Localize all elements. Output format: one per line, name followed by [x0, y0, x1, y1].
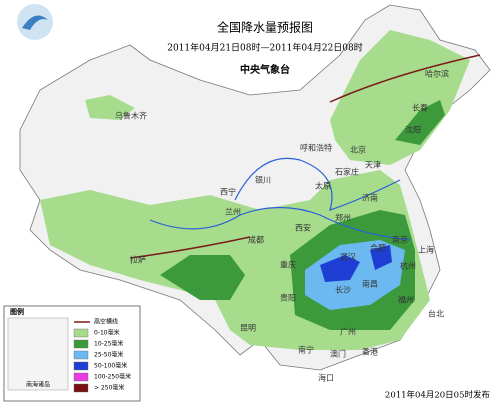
city: 乌鲁木齐 [115, 111, 147, 121]
rain-50-100 [320, 255, 360, 282]
legend: 南海诸岛 图例 高空槽线 0-10毫米 10-25毫米 25-50毫米 50-100毫… [3, 305, 141, 402]
inset-box [7, 317, 69, 391]
city: 昆明 [240, 324, 256, 333]
city: 银川 [255, 175, 271, 185]
city: 太原 [315, 181, 331, 191]
legend-label: 50-100毫米 [94, 362, 127, 370]
title: 全国降水量预报图 [217, 20, 313, 35]
city: 长春 [412, 103, 428, 113]
rain-0-10 [85, 95, 135, 120]
period: 2011年04月21日08时—2011年04月22日08时 [167, 42, 363, 54]
legend-trough: 高空槽线 [94, 318, 118, 326]
legend-title: 图例 [10, 307, 24, 316]
rain-10-25 [395, 100, 445, 145]
legend-label: 10-25毫米 [94, 340, 123, 348]
legend-swatch [73, 361, 89, 371]
city: 澳门 [330, 349, 346, 359]
river [149, 206, 411, 241]
city: 南京 [392, 235, 408, 245]
city: 沈阳 [405, 125, 421, 135]
city: 哈尔滨 [425, 69, 449, 79]
city: 合肥 [370, 243, 386, 253]
city: 南昌 [362, 279, 378, 289]
city: 香港 [362, 347, 378, 357]
legend-swatch [73, 372, 89, 382]
city: 贵阳 [280, 293, 296, 303]
trough-line [129, 236, 251, 259]
city: 海口 [318, 373, 334, 383]
rain-10-25 [160, 255, 245, 300]
legend-swatch [73, 350, 89, 360]
city: 重庆 [280, 260, 296, 270]
issuer: 中央气象台 [240, 63, 290, 76]
city: 兰州 [225, 207, 241, 217]
city: 济南 [362, 193, 378, 203]
city: 福州 [398, 296, 414, 305]
city: 广州 [340, 327, 356, 337]
city: 西安 [295, 223, 311, 233]
rain-0-10 [330, 30, 470, 165]
city: 上海 [418, 245, 434, 255]
city: 南宁 [298, 345, 314, 355]
city: 郑州 [335, 213, 351, 223]
city: 长沙 [335, 285, 351, 295]
river [234, 157, 401, 211]
city-labels: 乌鲁木齐 哈尔滨 长春 沈阳 北京 天津 呼和浩特 石家庄 太原 济南 银川 兰… [115, 69, 449, 383]
city: 杭州 [400, 261, 416, 271]
legend-label: 100-250毫米 [94, 373, 131, 381]
trough-line [329, 54, 481, 103]
logo-mark [22, 15, 48, 30]
legend-label: > 250毫米 [94, 384, 124, 392]
city: 石家庄 [335, 167, 359, 177]
city: 武汉 [340, 252, 356, 262]
city: 拉萨 [130, 255, 146, 265]
rain-50-100 [370, 245, 392, 270]
legend-swatch [73, 383, 89, 393]
city: 呼和浩特 [300, 143, 332, 153]
city: 天津 [365, 160, 381, 170]
legend-swatch [73, 339, 89, 349]
city: 西宁 [220, 187, 236, 197]
legend-label: 0-10毫米 [94, 329, 120, 337]
city: 北京 [350, 145, 366, 155]
footer: 2011年04月20日05时发布 [385, 390, 490, 401]
city: 成都 [248, 235, 264, 245]
inset-label: 南海诸岛 [26, 381, 50, 389]
legend-label: 25-50毫米 [94, 351, 123, 359]
legend-swatch [73, 328, 89, 338]
city: 台北 [428, 309, 444, 319]
